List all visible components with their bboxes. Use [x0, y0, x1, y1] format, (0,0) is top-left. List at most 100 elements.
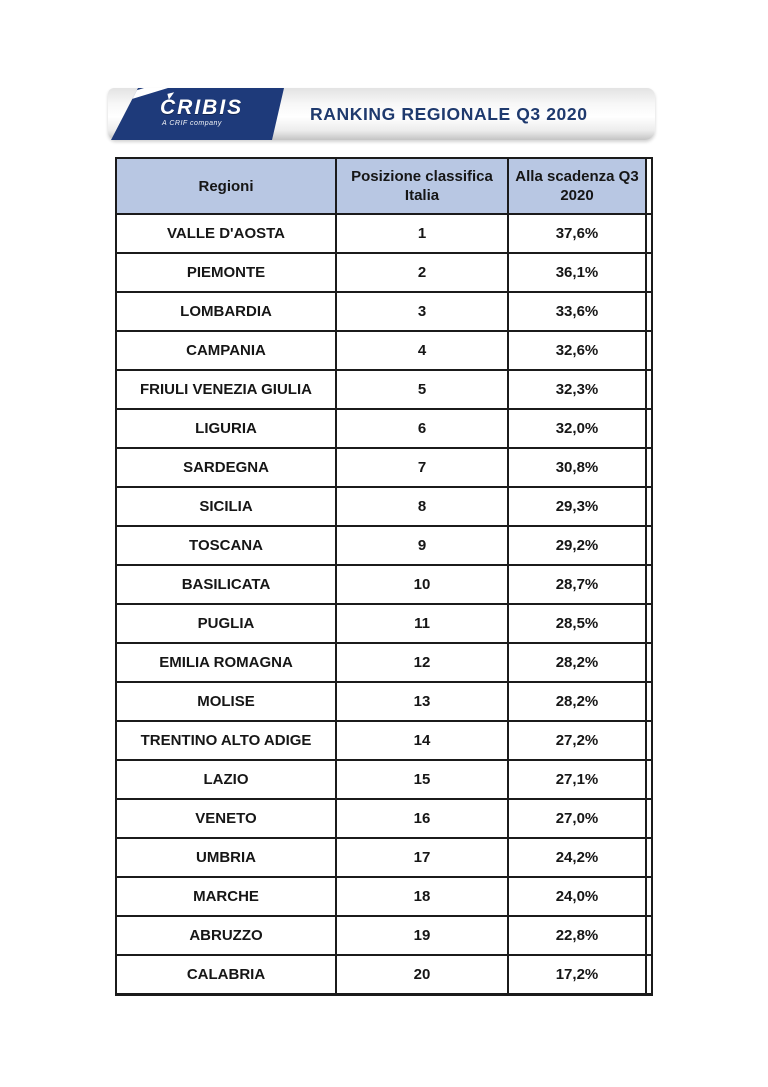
page-title: RANKING REGIONALE Q3 2020: [310, 103, 588, 124]
table-row: UMBRIA 17 24,2%: [115, 837, 653, 878]
spacer-cell: [645, 915, 653, 956]
value-cell: 24,0%: [507, 876, 647, 917]
value-cell: 36,1%: [507, 252, 647, 293]
value-cell: 27,1%: [507, 759, 647, 800]
rank-cell: 9: [335, 525, 509, 566]
region-cell: TOSCANA: [115, 525, 337, 566]
region-cell: PIEMONTE: [115, 252, 337, 293]
rank-cell: 15: [335, 759, 509, 800]
table-row: VALLE D'AOSTA 1 37,6%: [115, 213, 653, 254]
spacer-cell: [645, 837, 653, 878]
region-cell: LAZIO: [115, 759, 337, 800]
value-cell: 37,6%: [507, 213, 647, 254]
rank-cell: 14: [335, 720, 509, 761]
spacer-cell: [645, 564, 653, 605]
header-row: Regioni Posizione classifica Italia Alla…: [115, 157, 653, 215]
table-row: CALABRIA 20 17,2%: [115, 954, 653, 996]
rank-cell: 5: [335, 369, 509, 410]
value-cell: 27,0%: [507, 798, 647, 839]
table-row: ABRUZZO 19 22,8%: [115, 915, 653, 956]
rank-cell: 4: [335, 330, 509, 371]
value-cell: 32,6%: [507, 330, 647, 371]
value-cell: 29,2%: [507, 525, 647, 566]
value-cell: 33,6%: [507, 291, 647, 332]
region-cell: EMILIA ROMAGNA: [115, 642, 337, 683]
rank-cell: 18: [335, 876, 509, 917]
header-banner: CRIBIS A CRIF company RANKING REGIONALE …: [108, 88, 655, 140]
region-cell: ABRUZZO: [115, 915, 337, 956]
rank-cell: 10: [335, 564, 509, 605]
value-cell: 30,8%: [507, 447, 647, 488]
spacer-cell: [645, 603, 653, 644]
table-body: VALLE D'AOSTA 1 37,6% PIEMONTE 2 36,1% L…: [115, 213, 653, 996]
rank-cell: 20: [335, 954, 509, 996]
table-row: TRENTINO ALTO ADIGE 14 27,2%: [115, 720, 653, 761]
region-cell: SARDEGNA: [115, 447, 337, 488]
value-cell: 17,2%: [507, 954, 647, 996]
region-cell: BASILICATA: [115, 564, 337, 605]
rank-cell: 16: [335, 798, 509, 839]
region-cell: TRENTINO ALTO ADIGE: [115, 720, 337, 761]
logo-text: CRIBIS: [160, 96, 244, 119]
spacer-cell: [645, 252, 653, 293]
header-posizione: Posizione classifica Italia: [335, 157, 509, 215]
spacer-cell: [645, 720, 653, 761]
table-row: TOSCANA 9 29,2%: [115, 525, 653, 566]
region-cell: CAMPANIA: [115, 330, 337, 371]
rank-cell: 11: [335, 603, 509, 644]
region-cell: VALLE D'AOSTA: [115, 213, 337, 254]
rank-cell: 7: [335, 447, 509, 488]
rank-cell: 1: [335, 213, 509, 254]
region-cell: LOMBARDIA: [115, 291, 337, 332]
table-row: SICILIA 8 29,3%: [115, 486, 653, 527]
table-row: LOMBARDIA 3 33,6%: [115, 291, 653, 332]
region-cell: CALABRIA: [115, 954, 337, 996]
region-cell: MOLISE: [115, 681, 337, 722]
regional-ranking-table: Regioni Posizione classifica Italia Alla…: [115, 157, 653, 996]
region-cell: FRIULI VENEZIA GIULIA: [115, 369, 337, 410]
region-cell: LIGURIA: [115, 408, 337, 449]
spacer-cell: [645, 876, 653, 917]
rank-cell: 19: [335, 915, 509, 956]
spacer-cell: [645, 954, 653, 996]
value-cell: 28,7%: [507, 564, 647, 605]
value-cell: 24,2%: [507, 837, 647, 878]
value-cell: 28,2%: [507, 681, 647, 722]
spacer-cell: [645, 408, 653, 449]
table-row: LIGURIA 6 32,0%: [115, 408, 653, 449]
rank-cell: 12: [335, 642, 509, 683]
table-row: FRIULI VENEZIA GIULIA 5 32,3%: [115, 369, 653, 410]
rank-cell: 13: [335, 681, 509, 722]
spacer-cell: [645, 447, 653, 488]
header-spacer: [645, 157, 653, 215]
spacer-cell: [645, 291, 653, 332]
table-row: VENETO 16 27,0%: [115, 798, 653, 839]
region-cell: SICILIA: [115, 486, 337, 527]
table-row: EMILIA ROMAGNA 12 28,2%: [115, 642, 653, 683]
value-cell: 27,2%: [507, 720, 647, 761]
table-row: MOLISE 13 28,2%: [115, 681, 653, 722]
spacer-cell: [645, 525, 653, 566]
value-cell: 32,0%: [507, 408, 647, 449]
value-cell: 28,5%: [507, 603, 647, 644]
rank-cell: 17: [335, 837, 509, 878]
region-cell: PUGLIA: [115, 603, 337, 644]
value-cell: 28,2%: [507, 642, 647, 683]
table-row: BASILICATA 10 28,7%: [115, 564, 653, 605]
value-cell: 29,3%: [507, 486, 647, 527]
region-cell: MARCHE: [115, 876, 337, 917]
spacer-cell: [645, 369, 653, 410]
table-row: SARDEGNA 7 30,8%: [115, 447, 653, 488]
spacer-cell: [645, 642, 653, 683]
rank-cell: 6: [335, 408, 509, 449]
header-regioni: Regioni: [115, 157, 337, 215]
spacer-cell: [645, 330, 653, 371]
spacer-cell: [645, 681, 653, 722]
table-row: CAMPANIA 4 32,6%: [115, 330, 653, 371]
cribis-logo: CRIBIS A CRIF company: [160, 92, 244, 127]
value-cell: 32,3%: [507, 369, 647, 410]
table-row: MARCHE 18 24,0%: [115, 876, 653, 917]
region-cell: UMBRIA: [115, 837, 337, 878]
table-header: Regioni Posizione classifica Italia Alla…: [115, 157, 653, 215]
